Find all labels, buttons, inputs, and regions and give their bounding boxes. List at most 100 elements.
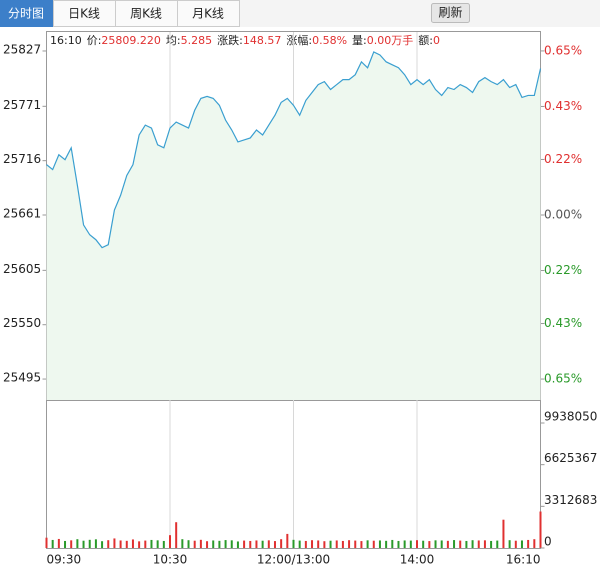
- y2-tick-label: 0.65%: [544, 372, 582, 386]
- volume-bar: [348, 540, 351, 548]
- volume-bar: [187, 540, 190, 548]
- tab-bg[interactable]: [177, 0, 240, 27]
- tab-bg[interactable]: [53, 0, 116, 27]
- y-tick-label: 25716: [3, 152, 41, 166]
- info-label: 额:: [418, 34, 433, 47]
- volume-bar: [131, 539, 134, 548]
- y2-tick-label: 0.43%: [544, 99, 582, 113]
- volume-bar: [477, 540, 480, 548]
- volume-bar: [181, 539, 184, 548]
- volume-bar: [51, 539, 54, 548]
- info-value: 0.00万手: [367, 33, 414, 47]
- volume-bar: [397, 540, 400, 548]
- price-line: [46, 51, 542, 249]
- info-time: 16:10: [50, 34, 82, 47]
- info-value: 148.57: [243, 34, 282, 47]
- volume-bar: [335, 540, 338, 548]
- volume-bar: [304, 540, 307, 548]
- volume-bar: [199, 539, 202, 548]
- volume-bar: [514, 540, 517, 548]
- volume-bar: [391, 539, 394, 548]
- volume-bar: [94, 539, 97, 548]
- y2-tick-label: 0.22%: [544, 152, 582, 166]
- volume-bar: [471, 540, 474, 548]
- refresh-label[interactable]: 刷新: [438, 5, 462, 20]
- volume-bar: [224, 540, 227, 548]
- volume-bar: [162, 540, 165, 548]
- y-tick-label: 25827: [3, 42, 41, 56]
- y-tick-label: 25495: [3, 371, 41, 385]
- volume-bar: [57, 538, 60, 548]
- volume-bar: [366, 540, 369, 548]
- volume-bar: [144, 540, 147, 548]
- volume-bar: [372, 540, 375, 548]
- volume-bar: [378, 540, 381, 548]
- volume-bar: [453, 540, 456, 548]
- volume-bar: [175, 522, 178, 548]
- x-tick-label: 14:00: [400, 553, 435, 567]
- volume-bar: [298, 540, 301, 548]
- volume-bar: [156, 540, 159, 548]
- volume-bar: [107, 540, 110, 548]
- volume-bar: [403, 540, 406, 548]
- info-label: 涨幅:: [286, 34, 312, 47]
- volume-bar: [533, 539, 536, 548]
- volume-bar: [88, 539, 91, 548]
- volume-bar: [150, 539, 153, 548]
- info-value: 0.58%: [312, 34, 347, 47]
- x-tick-label: 16:10: [506, 553, 541, 567]
- volume-bar: [311, 540, 314, 548]
- volume-bar: [230, 540, 233, 548]
- tab[interactable]: 日K线: [68, 7, 100, 21]
- tab[interactable]: 分时图: [8, 7, 44, 21]
- y-tick-label: 6625367: [544, 451, 597, 465]
- tab[interactable]: 月K线: [192, 7, 224, 21]
- volume-bar: [323, 541, 326, 548]
- volume-bar: [70, 540, 73, 548]
- info-value: 25809.220: [101, 34, 161, 47]
- y2-tick-label: 0.00%: [544, 207, 582, 221]
- volume-bar: [317, 540, 320, 548]
- info-label: 价:: [87, 34, 102, 47]
- volume-bar: [261, 540, 264, 548]
- volume-bar: [169, 535, 171, 548]
- tab[interactable]: 周K线: [130, 7, 162, 21]
- info-line: 16:10 价:25809.220 均:5.285 涨跌:148.57 涨幅:0.58%…: [50, 33, 440, 47]
- refresh-button[interactable]: [431, 3, 470, 23]
- volume-bar: [490, 540, 493, 548]
- volume-bar: [212, 540, 215, 548]
- price-area: [46, 51, 541, 401]
- y-tick-label: 25771: [3, 98, 41, 112]
- volume-bar: [483, 540, 486, 548]
- info-value: 0: [433, 34, 440, 47]
- volume-bar: [329, 540, 332, 548]
- volume-bar: [280, 539, 283, 548]
- volume-bar: [520, 540, 523, 548]
- volume-bar: [101, 541, 104, 548]
- x-tick-label: 12:00/13:00: [257, 553, 330, 567]
- volume-bar: [193, 540, 196, 548]
- volume-bar: [119, 540, 122, 548]
- volume-bar: [64, 540, 67, 548]
- volume-bar: [459, 540, 462, 548]
- volume-bar: [45, 537, 48, 548]
- volume-bar: [236, 541, 239, 548]
- y-tick-label: 25550: [3, 316, 41, 330]
- volume-bar: [446, 540, 449, 548]
- volume-bar: [428, 541, 431, 548]
- volume-bar: [354, 540, 357, 548]
- volume-bar: [434, 540, 437, 548]
- volume-bar: [76, 539, 79, 548]
- volume-bar: [539, 511, 542, 548]
- volume-bar: [206, 541, 209, 548]
- volume-bar: [138, 541, 141, 548]
- volume-bar: [292, 539, 295, 548]
- volume-bar: [255, 540, 258, 548]
- x-tick-label: 09:30: [47, 553, 82, 567]
- volume-bar: [465, 540, 468, 548]
- volume-bar: [341, 540, 344, 548]
- volume-bar: [416, 540, 418, 548]
- y2-tick-label: 0.65%: [544, 43, 582, 57]
- tab-active-bg[interactable]: [0, 0, 53, 27]
